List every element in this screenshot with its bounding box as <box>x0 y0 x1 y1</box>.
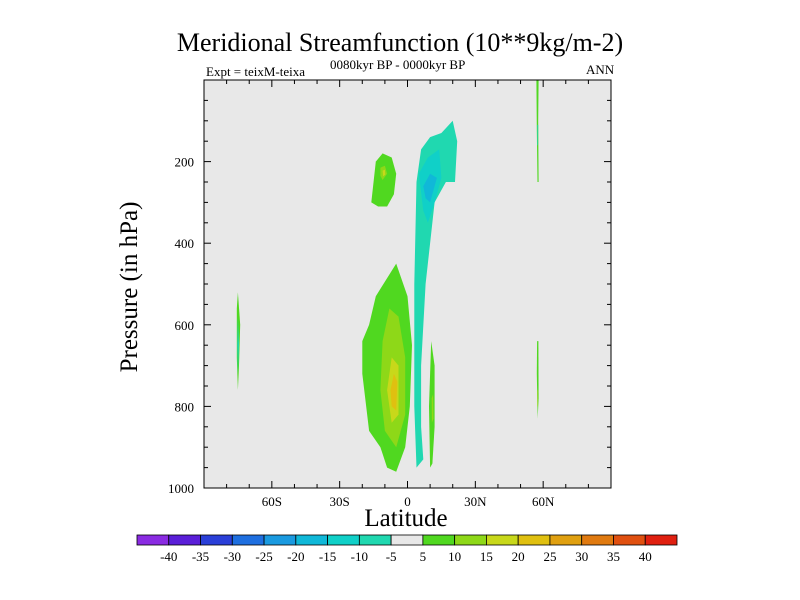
colorbar-label: -15 <box>319 549 336 564</box>
colorbar-label: -30 <box>224 549 241 564</box>
colorbar-label: -10 <box>351 549 368 564</box>
colorbar-swatch <box>549 534 583 546</box>
colorbar-label: 15 <box>480 549 493 564</box>
colorbar-label: -25 <box>255 549 272 564</box>
colorbar-swatch <box>231 534 265 546</box>
y-tick-label: 600 <box>175 318 195 333</box>
y-tick-label: 1000 <box>168 481 194 496</box>
colorbar-swatch <box>486 534 519 546</box>
x-tick-label: 30S <box>330 494 350 509</box>
colorbar-swatch <box>358 534 392 546</box>
colorbar-swatch <box>390 534 424 546</box>
season-label: ANN <box>586 62 615 77</box>
colorbar-label: -40 <box>160 549 177 564</box>
colorbar-label: 10 <box>448 549 461 564</box>
x-tick-label: 60S <box>262 494 282 509</box>
colorbar-swatch <box>454 534 487 546</box>
x-tick-label: 0 <box>404 494 411 509</box>
chart-title: Meridional Streamfunction (10**9kg/m-2) <box>176 28 624 57</box>
colorbar-swatch <box>200 534 233 546</box>
colorbar-swatch <box>168 534 201 546</box>
contour-region-16 <box>536 341 539 419</box>
colorbar-swatch <box>295 534 328 546</box>
colorbar-label: 40 <box>639 549 652 564</box>
y-tick-label: 400 <box>175 236 195 251</box>
contour-region-13 <box>431 394 434 423</box>
y-tick-label: 800 <box>175 399 195 414</box>
colorbar-swatch <box>327 534 360 546</box>
contour-region-8 <box>390 373 398 411</box>
colorbar-swatch <box>263 534 297 546</box>
colorbar-label: 20 <box>512 549 525 564</box>
experiment-label: Expt = teixM-teixa <box>206 64 306 79</box>
colorbar-swatch <box>644 534 678 546</box>
colorbar-label: -20 <box>287 549 304 564</box>
colorbar-swatch <box>581 534 614 546</box>
y-tick-label: 200 <box>175 155 195 170</box>
contour-region-4 <box>382 169 386 177</box>
axes: 200 400 600 800 1000 60S 30S 0 30N 60N <box>168 79 612 509</box>
contour-region-11 <box>423 173 437 203</box>
x-axis-label: Latitude <box>364 505 448 532</box>
colorbar-swatch <box>422 534 456 546</box>
colorbar-label: 25 <box>543 549 556 564</box>
plot-area <box>204 80 611 488</box>
contour-region-17 <box>537 390 539 407</box>
colorbar-label: 35 <box>607 549 620 564</box>
colorbar-swatch <box>613 534 646 546</box>
colorbar: -40 -35 -30 -25 -20 -15 -10 -5 5 10 15 20 25 30 35 40 <box>136 534 678 564</box>
colorbar-label: 30 <box>575 549 588 564</box>
contour-region-15 <box>537 124 539 146</box>
colorbar-label: -35 <box>192 549 209 564</box>
contour-region-1 <box>237 316 239 374</box>
colorbar-label: -5 <box>386 549 397 564</box>
contour-region-2 <box>371 153 397 207</box>
colorbar-swatch <box>517 534 551 546</box>
x-tick-label: 60N <box>532 494 555 509</box>
period-label: 0080kyr BP - 0000kyr BP <box>330 57 466 72</box>
x-tick-label: 30N <box>464 494 487 509</box>
colorbar-swatch <box>136 534 170 546</box>
colorbar-label: 5 <box>420 549 427 564</box>
